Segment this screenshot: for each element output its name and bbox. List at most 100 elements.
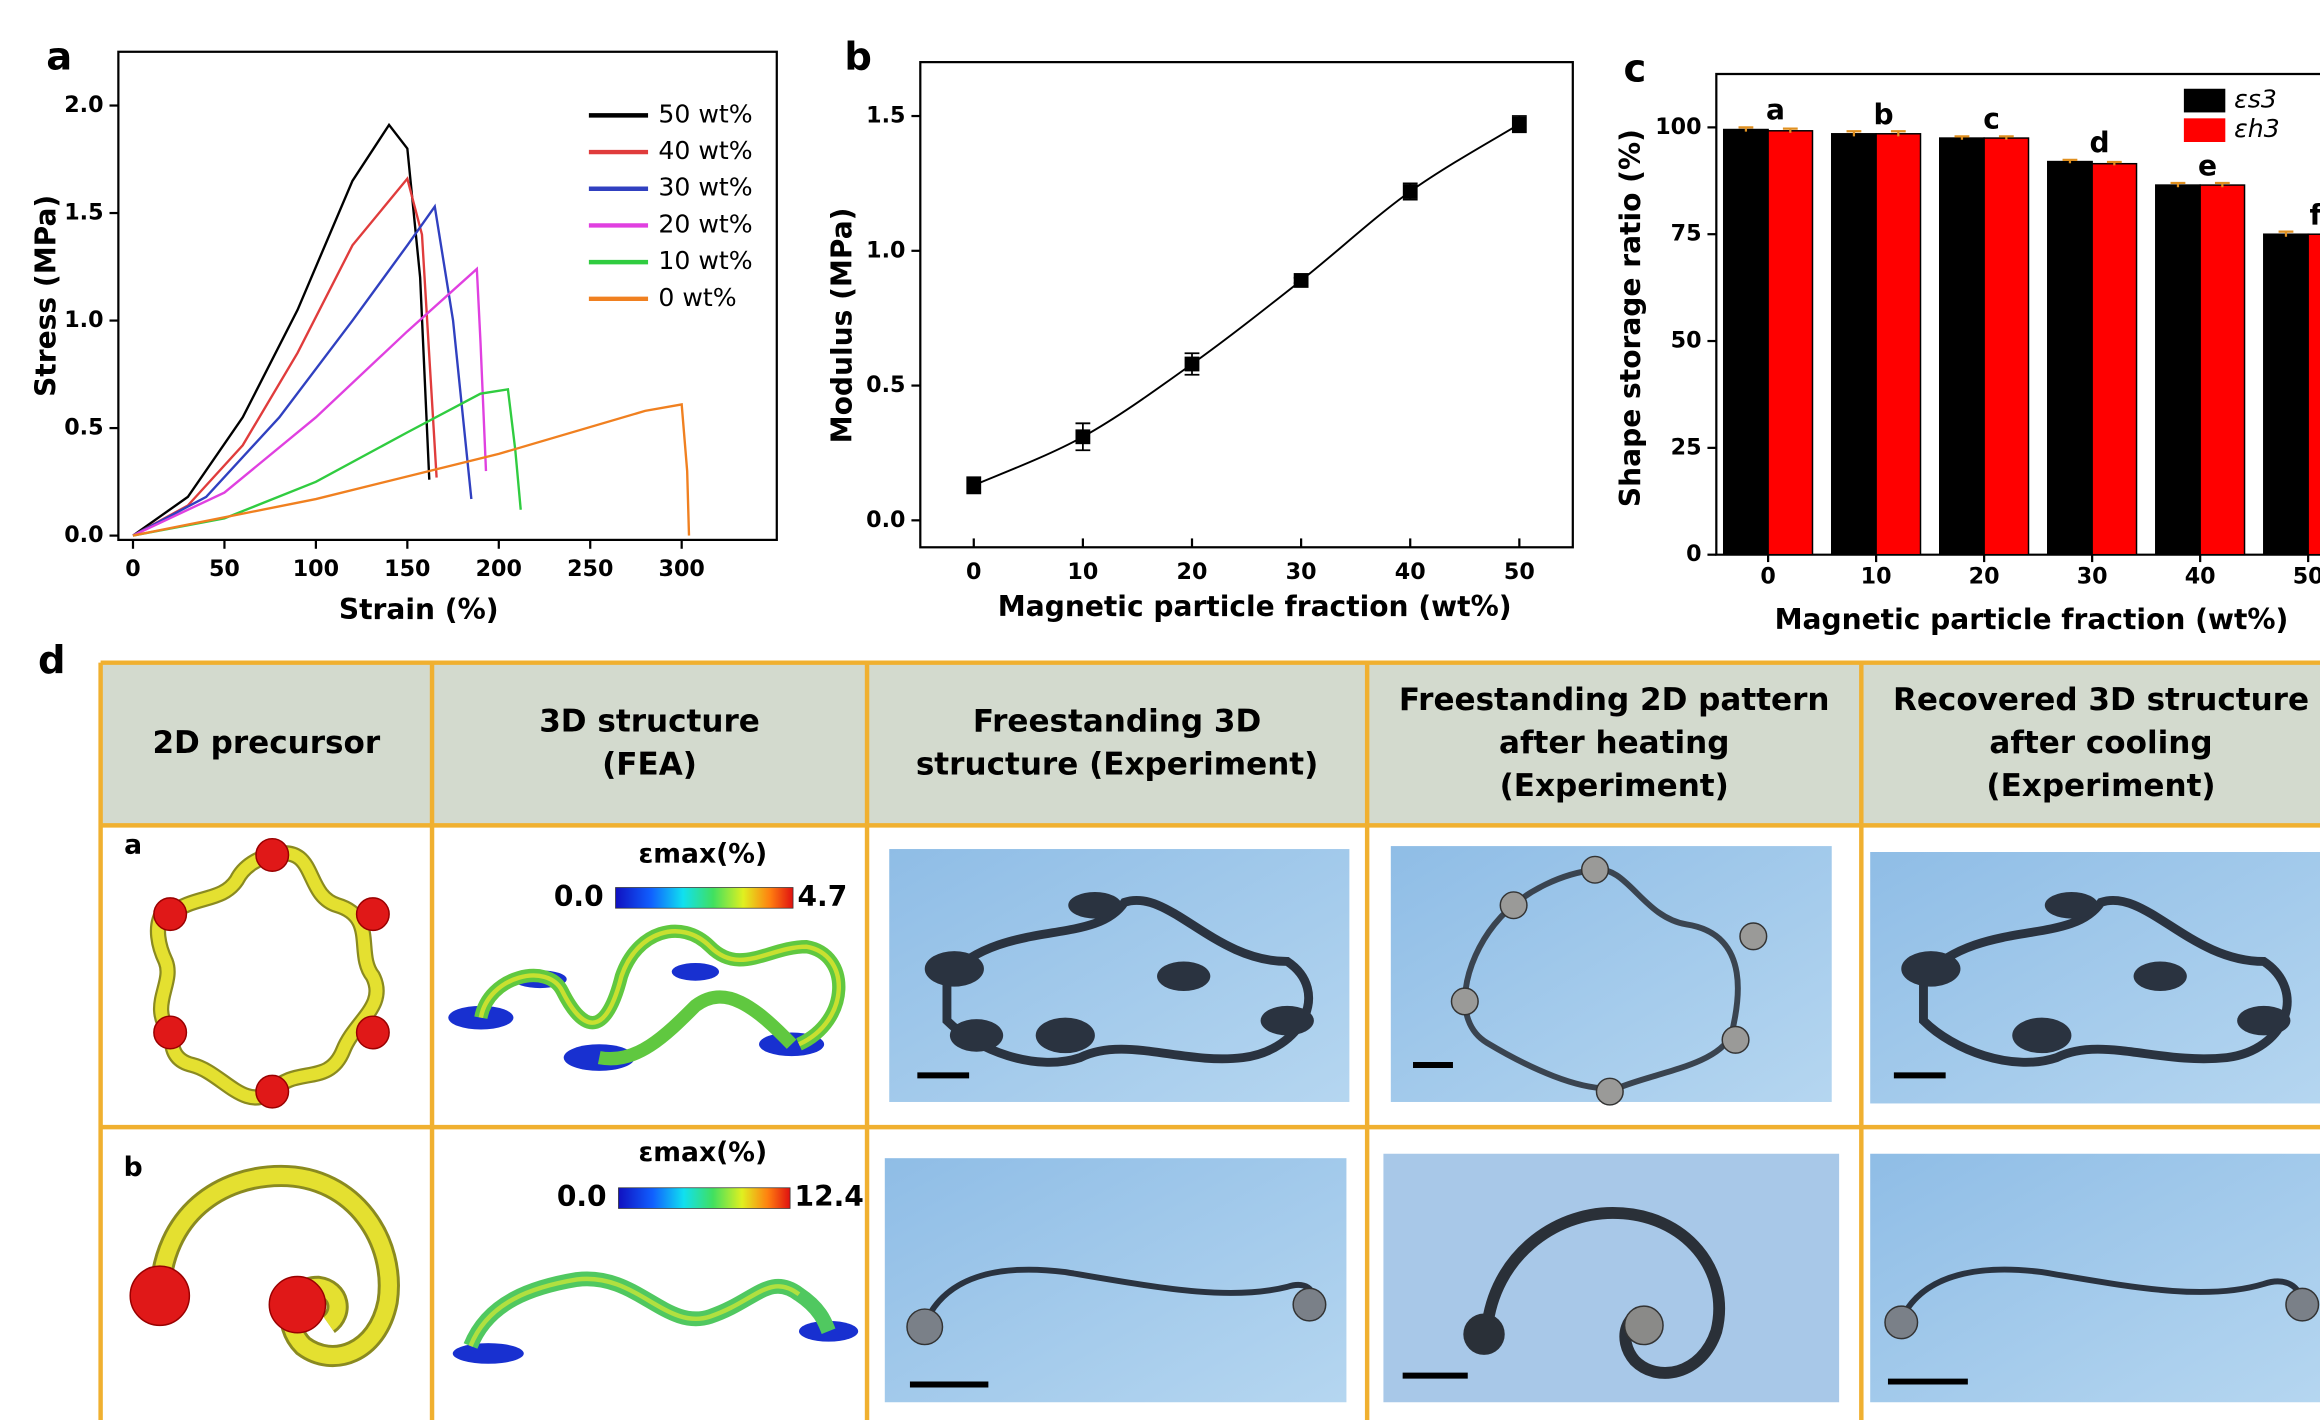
bar [2091, 162, 2138, 556]
fea-b [452, 1271, 859, 1364]
header-text: Recovered 3D structure [1893, 682, 2309, 718]
bar [1939, 137, 1985, 556]
row-label: b [124, 1152, 143, 1183]
photo-a-2d [1390, 846, 1832, 1106]
bar [2155, 184, 2201, 556]
error-bar [1846, 130, 1862, 137]
error-bar [1954, 135, 1970, 140]
x-tick-label: 40 [1395, 559, 1426, 585]
colorbar-title: εmax(%) [638, 1137, 767, 1168]
y-tick-label: 0 [1686, 541, 1701, 567]
x-axis-label: Magnetic particle fraction (wt%) [1775, 603, 2289, 636]
error-bar [2170, 181, 2186, 188]
colorbar [615, 887, 794, 909]
error-bar [1890, 130, 1906, 137]
significance-letter: e [2198, 149, 2217, 182]
fit-line [973, 123, 1520, 487]
colorbar [618, 1187, 791, 1209]
legend-label: 10 wt% [658, 246, 752, 275]
y-tick-label: 100 [1655, 114, 1701, 140]
bar [2199, 184, 2246, 556]
panel-label: a [46, 35, 72, 80]
y-axis-label: Stress (MPa) [29, 195, 62, 397]
photo-b-recovered [1870, 1153, 2320, 1403]
header-text: (Experiment) [1986, 768, 2215, 804]
legend-swatch [2183, 118, 2226, 142]
y-tick-label: 1.5 [866, 103, 905, 129]
x-tick-label: 10 [1861, 563, 1892, 589]
significance-letter: b [1873, 98, 1893, 131]
legend-label: εs3 [2234, 85, 2277, 114]
error-bar [1782, 127, 1798, 133]
header-text: 3D structure [539, 704, 760, 740]
header-text: Freestanding 2D pattern [1399, 682, 1830, 718]
error-bar [2106, 160, 2122, 166]
colorbar-min: 0.0 [554, 880, 604, 913]
plot-frame [117, 50, 778, 542]
stress-curve [132, 403, 691, 537]
x-tick-label: 0 [1760, 563, 1775, 589]
bar [1875, 133, 1922, 556]
x-tick-label: 50 [2293, 563, 2320, 589]
table-frame [98, 660, 2320, 1420]
header-text: (FEA) [602, 746, 697, 782]
error-bar [1738, 126, 1754, 132]
bar [2307, 233, 2320, 556]
header-text: Freestanding 3D [973, 704, 1261, 740]
panel-label: c [1624, 47, 1647, 92]
x-tick-label: 40 [2185, 563, 2216, 589]
legend-label: 40 wt% [658, 136, 752, 165]
y-axis-label: Modulus (MPa) [825, 207, 858, 443]
x-tick-label: 30 [2077, 563, 2108, 589]
y-tick-label: 1.0 [866, 237, 905, 263]
x-tick-label: 20 [1177, 559, 1208, 585]
legend-label: εh3 [2234, 114, 2280, 143]
row-label: a [124, 830, 142, 861]
x-tick-label: 20 [1969, 563, 2000, 589]
stress-curve [132, 203, 473, 537]
photo-a-recovered [1870, 852, 2320, 1104]
error-bar [2062, 158, 2078, 164]
bar [1983, 137, 2030, 556]
legend-label: 50 wt% [658, 99, 752, 128]
photo-b-2d [1383, 1153, 1840, 1403]
x-tick-label: 150 [384, 556, 430, 582]
stress-curve [132, 122, 431, 537]
photo-a-3d [889, 849, 1350, 1102]
colorbar-max: 12.4 [795, 1180, 864, 1213]
photo-b-3d [884, 1158, 1347, 1403]
x-tick-label: 250 [567, 556, 613, 582]
y-tick-label: 1.0 [64, 307, 103, 333]
stress-curve [132, 388, 522, 537]
y-tick-label: 2.0 [64, 92, 103, 118]
panel-label: d [38, 638, 66, 683]
y-tick-label: 0.0 [866, 507, 905, 533]
significance-letter: d [2089, 126, 2109, 159]
stress-curve [132, 176, 438, 537]
legend-label: 30 wt% [658, 173, 752, 202]
plot-frame [919, 61, 1574, 549]
error-bar [1998, 135, 2014, 140]
x-tick-label: 50 [209, 556, 240, 582]
bar [1830, 133, 1877, 556]
y-tick-label: 0.0 [64, 522, 103, 548]
x-tick-label: 50 [1504, 559, 1535, 585]
data-point [1184, 356, 1200, 372]
significance-letter: a [1766, 94, 1785, 127]
stress-curve [132, 266, 488, 537]
header-text: after cooling [1989, 725, 2212, 761]
x-tick-label: 0 [125, 556, 140, 582]
bar [2263, 233, 2309, 556]
precursor-a [149, 837, 390, 1109]
bar [1722, 128, 1769, 556]
x-axis-label: Magnetic particle fraction (wt%) [998, 590, 1512, 623]
legend-swatch [2183, 88, 2226, 113]
x-tick-label: 200 [476, 556, 522, 582]
y-tick-label: 50 [1671, 328, 1702, 354]
error-bar [2278, 230, 2294, 237]
y-tick-label: 25 [1671, 434, 1702, 460]
y-tick-label: 75 [1671, 221, 1702, 247]
